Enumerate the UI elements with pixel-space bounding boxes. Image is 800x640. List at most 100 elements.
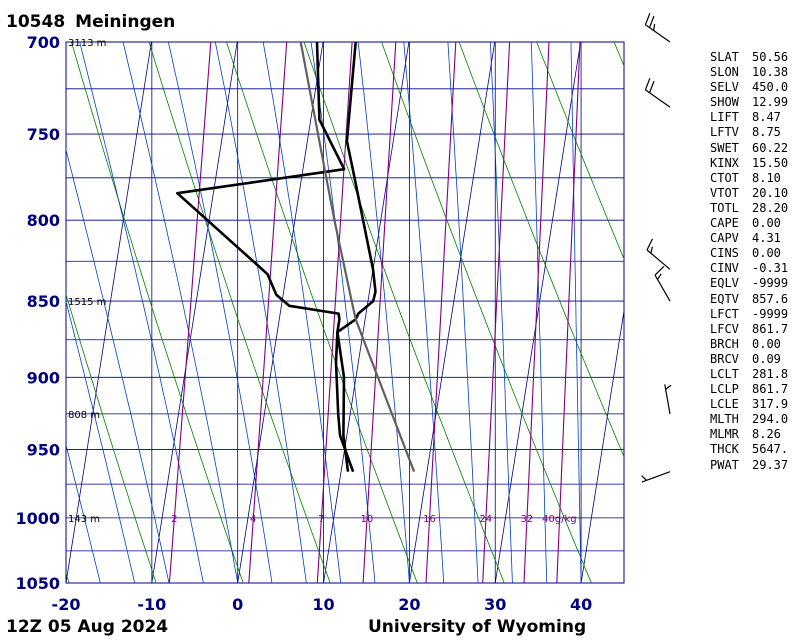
- index-row: SHOW 12.99: [710, 95, 800, 110]
- wind-barb: [646, 238, 671, 270]
- index-value: 50.56: [752, 50, 789, 64]
- wind-barb-feather: [641, 475, 647, 481]
- index-value: 861.7: [752, 321, 789, 336]
- index-row: PWAT 29.37: [710, 458, 800, 473]
- moist-adiabat: [66, 299, 136, 583]
- index-key: LFCV: [710, 321, 739, 336]
- index-key: SWET: [710, 140, 739, 155]
- pressure-tick-label: 950: [27, 440, 60, 459]
- index-value: -9999: [752, 276, 789, 291]
- index-row: LIFT 8.47: [710, 110, 800, 125]
- dry-adiabat: [148, 42, 331, 583]
- wind-barb-feather: [650, 246, 653, 254]
- index-value: 60.22: [752, 140, 789, 155]
- index-row: THCK 5647.: [710, 442, 800, 457]
- index-key: CINV: [710, 261, 739, 276]
- wind-barb-feather: [653, 23, 656, 31]
- chart-labels: 2 4 7 10 16 24 32 40g/kg70075080085090095010001…: [15, 33, 592, 614]
- index-row: EQLV -9999: [710, 276, 800, 291]
- index-row: VTOT 20.10: [710, 186, 800, 201]
- index-key: KINX: [710, 155, 739, 170]
- mixing-ratio-label: 24: [479, 514, 492, 525]
- index-value: 0.00: [752, 246, 781, 261]
- index-value: 0.00: [752, 216, 781, 231]
- index-row: EQTV 857.6: [710, 292, 800, 307]
- index-value: 861.7: [752, 382, 789, 397]
- index-row: SLON 10.38: [710, 65, 800, 80]
- moist-adiabat: [357, 42, 410, 583]
- wind-barb-feather: [654, 266, 665, 276]
- index-value: 0.00: [752, 336, 781, 351]
- chart-grid: [65, 41, 625, 584]
- dry-adiabat: [71, 42, 244, 583]
- index-row: SELV 450.0: [710, 80, 800, 95]
- index-key: LCLE: [710, 397, 739, 412]
- index-key: CINS: [710, 246, 739, 261]
- mixing-ratio-line: [523, 42, 550, 583]
- height-label: 143 m: [68, 514, 100, 525]
- moist-adiabat: [167, 42, 273, 583]
- index-row: CAPE 0.00: [710, 216, 800, 231]
- dewpoint-line: [176, 42, 350, 472]
- pressure-tick-label: 1050: [15, 574, 60, 593]
- index-row: CAPV 4.31: [710, 231, 800, 246]
- wind-barb: [644, 13, 671, 43]
- wind-barbs: [641, 13, 672, 483]
- index-value: 8.26: [752, 427, 781, 442]
- pressure-tick-label: 900: [27, 368, 60, 387]
- chart-series: [176, 42, 416, 473]
- index-row: LFCT -9999: [710, 307, 800, 322]
- index-row: LCLE 317.9: [710, 397, 800, 412]
- wind-barb-feather: [656, 273, 662, 280]
- index-row: LFCV 861.7: [710, 322, 800, 337]
- index-row: LCLT 281.8: [710, 367, 800, 382]
- index-key: SELV: [710, 80, 739, 95]
- index-value: 8.47: [752, 110, 781, 125]
- index-row: LFTV 8.75: [710, 125, 800, 140]
- index-value: 20.10: [752, 185, 789, 200]
- mixing-ratio-label: 7: [318, 514, 324, 525]
- mixing-ratio-line: [425, 42, 457, 583]
- index-value: 8.10: [752, 170, 781, 185]
- mixing-ratio-label: 40g/kg: [542, 514, 577, 525]
- index-key: SLAT: [710, 50, 739, 64]
- station-title: 10548 Meiningen: [6, 12, 175, 32]
- dry-adiabat: [458, 42, 624, 458]
- mixing-ratio-label: 16: [423, 514, 436, 525]
- mixing-ratio-line: [168, 42, 212, 583]
- index-value: 8.75: [752, 125, 781, 140]
- moist-adiabat: [66, 443, 101, 583]
- index-key: LFCT: [710, 306, 739, 321]
- index-value: 12.99: [752, 95, 789, 110]
- index-key: PWAT: [710, 457, 739, 472]
- moist-adiabat: [214, 42, 307, 583]
- index-key: CTOT: [710, 170, 739, 185]
- index-value: 4.31: [752, 231, 781, 246]
- index-row: CINS 0.00: [710, 246, 800, 261]
- index-row: BRCV 0.09: [710, 352, 800, 367]
- index-value: 317.9: [752, 397, 789, 412]
- wind-barb-feather: [665, 384, 672, 390]
- mixing-ratio-label: 4: [250, 514, 256, 525]
- pressure-tick-label: 800: [27, 211, 60, 230]
- index-row: BRCH 0.00: [710, 337, 800, 352]
- index-key: LCLP: [710, 382, 739, 397]
- temperature-line: [334, 42, 377, 473]
- moist-adiabat: [570, 42, 582, 583]
- observation-time: 12Z 05 Aug 2024: [6, 617, 169, 637]
- pressure-tick-label: 750: [27, 125, 60, 144]
- height-label: 3113 m: [68, 38, 106, 49]
- wind-barb-feather: [646, 238, 653, 251]
- isotherm: [0, 42, 66, 583]
- wind-barb-staff: [664, 384, 671, 414]
- data-source: University of Wyoming: [368, 617, 587, 637]
- index-key: TOTL: [710, 200, 739, 215]
- moist-adiabat: [262, 42, 342, 583]
- dry-adiabat: [66, 292, 157, 583]
- moist-adiabat: [447, 42, 479, 583]
- temperature-tick-label: 10: [312, 595, 334, 614]
- wind-barb: [664, 384, 672, 414]
- mixing-ratio-line: [248, 42, 288, 583]
- wind-barb-feather: [648, 80, 655, 93]
